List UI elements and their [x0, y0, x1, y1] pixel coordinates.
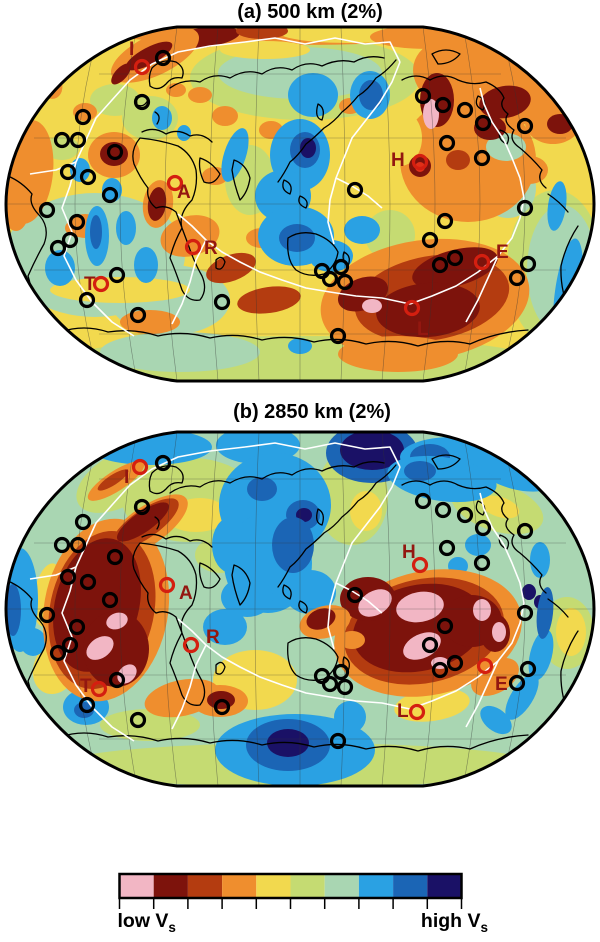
svg-text:H: H: [402, 542, 416, 563]
svg-text:high Vs: high Vs: [421, 910, 488, 935]
svg-text:L: L: [417, 319, 429, 340]
svg-text:low Vs: low Vs: [118, 910, 176, 935]
svg-text:R: R: [204, 238, 218, 259]
svg-text:L: L: [397, 701, 409, 722]
svg-text:R: R: [206, 627, 220, 648]
svg-text:I: I: [124, 467, 129, 488]
svg-text:A: A: [179, 583, 193, 604]
svg-text:E: E: [495, 674, 508, 695]
svg-text:A: A: [177, 182, 191, 203]
svg-text:(b) 2850 km (2%): (b) 2850 km (2%): [233, 401, 391, 423]
svg-text:E: E: [496, 242, 509, 263]
svg-text:(a) 500 km (2%): (a) 500 km (2%): [237, 1, 383, 23]
svg-text:T: T: [80, 676, 92, 697]
svg-text:I: I: [129, 39, 134, 60]
svg-text:H: H: [391, 150, 405, 171]
svg-text:T: T: [84, 274, 96, 295]
